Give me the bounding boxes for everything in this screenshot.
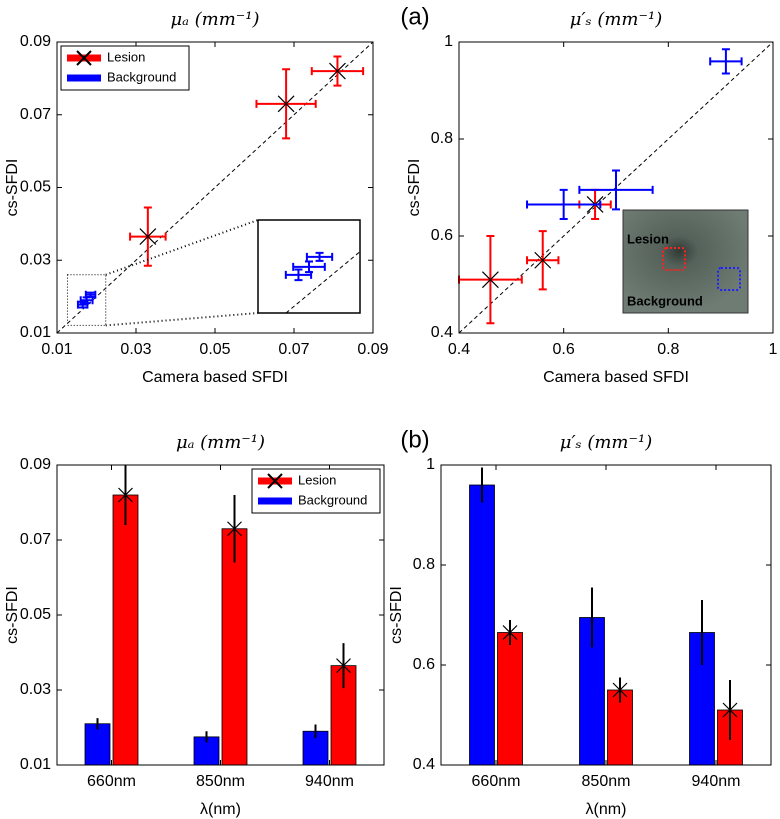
y-axis-label: cs-SFDI <box>406 159 423 217</box>
y-tick-label: 0.03 <box>20 251 51 268</box>
legend <box>60 45 190 91</box>
y-tick-label: 1 <box>444 33 453 50</box>
bar <box>469 484 495 766</box>
x-axis-label: λ(nm) <box>586 801 627 818</box>
y-tick-label: 0.8 <box>431 130 453 147</box>
x-axis-label: Camera based SFDI <box>142 369 288 386</box>
y-error-bar <box>78 300 87 309</box>
x-tick-label: 940nm <box>692 773 741 790</box>
zoom-region <box>67 274 107 326</box>
panel-label: (b) <box>400 426 429 453</box>
x-tick-label: 0.6 <box>553 341 575 358</box>
x-tick-label: 660nm <box>87 773 136 790</box>
y-tick-label: 0.03 <box>20 681 51 698</box>
x-tick-label: 850nm <box>582 773 631 790</box>
bar <box>221 528 248 766</box>
point-marker <box>534 251 552 269</box>
background-roi <box>717 267 741 291</box>
legend-label: Lesion <box>107 49 145 64</box>
bar-marker <box>722 702 738 718</box>
y-tick-label: 0.6 <box>431 227 453 244</box>
x-axis-label: λ(nm) <box>200 801 241 818</box>
y-error-bar <box>559 188 568 221</box>
legend-label: Background <box>107 69 176 84</box>
y-tick-label: 0.4 <box>413 756 435 773</box>
x-axis-label: Camera based SFDI <box>543 369 689 386</box>
bar-marker <box>612 682 628 698</box>
legend-label: Background <box>298 492 367 507</box>
y-axis-label: cs-SFDI <box>4 586 21 644</box>
plot-area <box>57 465 384 765</box>
bar-marker <box>227 521 242 537</box>
x-tick-label: 940nm <box>305 773 354 790</box>
point-marker <box>277 95 295 113</box>
point-marker <box>481 271 499 289</box>
y-axis-label: cs-SFDI <box>388 586 405 644</box>
chart-title: μₐ (mm⁻¹) <box>176 432 265 453</box>
y-tick-label: 0.07 <box>20 106 51 123</box>
x-tick-label: 1 <box>769 341 778 358</box>
lesion-roi <box>662 247 686 271</box>
x-tick-label: 0.05 <box>199 341 230 358</box>
x-tick-label: 660nm <box>472 773 521 790</box>
bar <box>497 632 523 766</box>
plot-area <box>441 465 771 765</box>
y-error-bar <box>721 48 730 75</box>
bar-marker <box>336 658 351 674</box>
y-tick-label: 0.05 <box>20 606 51 623</box>
panel-label: (a) <box>400 3 429 30</box>
x-tick-label: 0.8 <box>657 341 679 358</box>
bar-marker <box>118 487 133 503</box>
y-tick-label: 0.09 <box>20 33 51 50</box>
zoom-identity-line <box>285 251 361 314</box>
y-tick-label: 0.4 <box>431 324 453 341</box>
axes-frame <box>56 41 374 334</box>
y-error-bar <box>294 268 303 282</box>
inset-label: Lesion <box>627 231 669 246</box>
y-error-bar <box>315 251 324 262</box>
x-tick-label: 850nm <box>196 773 245 790</box>
y-tick-label: 0.07 <box>20 531 51 548</box>
point-marker <box>139 228 157 246</box>
identity-line <box>56 41 374 334</box>
x-tick-label: 0.01 <box>41 341 72 358</box>
bar-marker <box>502 625 518 640</box>
inset-label: Background <box>627 293 703 308</box>
legend-label: Lesion <box>298 472 336 487</box>
chart-title: μ′ₛ (mm⁻¹) <box>570 9 662 30</box>
legend-marker <box>267 473 283 489</box>
point-marker <box>329 62 346 80</box>
identity-line <box>458 41 774 334</box>
chart-title: μₐ (mm⁻¹) <box>170 9 259 30</box>
x-tick-label: 0.09 <box>357 341 388 358</box>
y-axis-label: cs-SFDI <box>4 159 21 217</box>
y-tick-label: 0.01 <box>20 324 51 341</box>
y-tick-label: 0.01 <box>20 756 51 773</box>
legend <box>251 468 381 514</box>
y-tick-label: 0.8 <box>413 556 435 573</box>
y-tick-label: 1 <box>426 456 435 473</box>
y-tick-label: 0.6 <box>413 656 435 673</box>
chart-title: μ′ₛ (mm⁻¹) <box>560 432 652 453</box>
axes-frame <box>440 464 772 766</box>
bar <box>112 494 139 766</box>
y-tick-label: 0.09 <box>20 456 51 473</box>
y-tick-label: 0.05 <box>20 179 51 196</box>
inset-image <box>622 209 749 314</box>
x-tick-label: 0.07 <box>278 341 309 358</box>
y-error-bar <box>612 169 620 211</box>
bar <box>84 723 111 766</box>
x-tick-label: 0.03 <box>120 341 151 358</box>
axes-frame <box>56 464 385 766</box>
legend-marker <box>76 50 92 66</box>
zoom-connector <box>105 219 259 327</box>
x-tick-label: 0.4 <box>448 341 470 358</box>
axes-frame <box>458 41 774 334</box>
